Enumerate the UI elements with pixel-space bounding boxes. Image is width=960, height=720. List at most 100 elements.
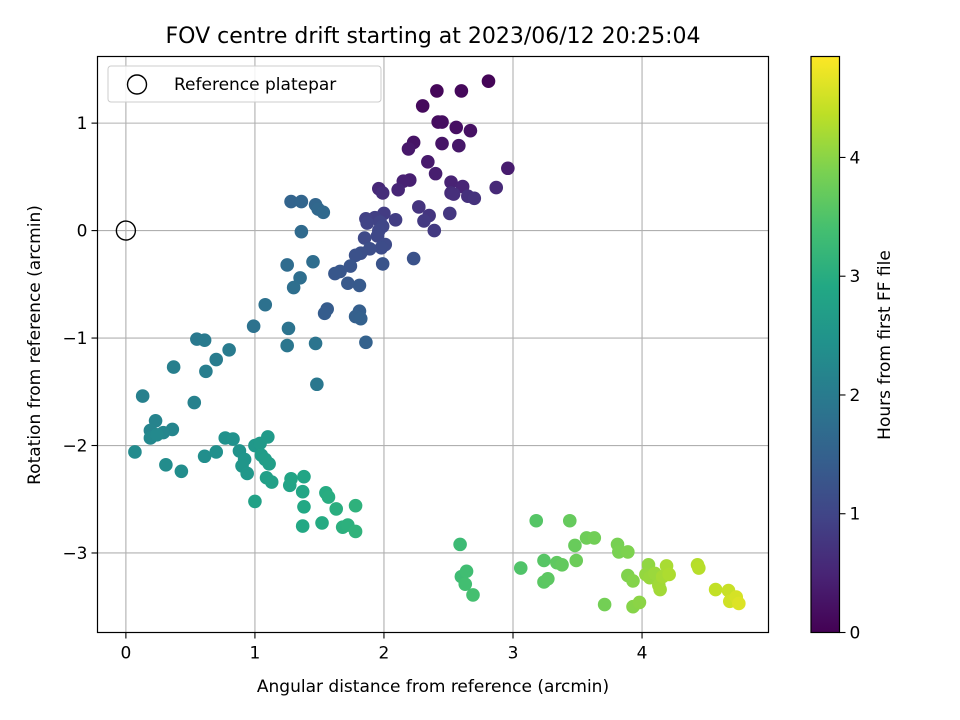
data-point xyxy=(261,430,275,444)
data-point xyxy=(222,343,236,357)
colorbar-ticks: 0 1 2 3 4 xyxy=(839,148,861,644)
data-point xyxy=(632,595,647,610)
data-point xyxy=(467,191,482,206)
data-point xyxy=(435,136,449,151)
data-point xyxy=(375,186,390,200)
data-point xyxy=(621,545,635,559)
data-point xyxy=(209,445,224,459)
data-point xyxy=(262,456,276,471)
data-point xyxy=(360,216,374,230)
data-point xyxy=(427,223,442,238)
data-point xyxy=(348,498,363,513)
data-point xyxy=(284,194,298,209)
data-point xyxy=(453,537,467,552)
data-point xyxy=(315,516,329,530)
data-point xyxy=(295,484,310,499)
data-point xyxy=(374,240,389,255)
data-point xyxy=(417,214,431,228)
x-tick-label: 1 xyxy=(250,644,261,664)
data-point xyxy=(353,311,368,326)
colorbar-label: Hours from first FF file xyxy=(875,250,895,440)
data-point xyxy=(489,180,504,195)
data-point xyxy=(286,280,301,295)
x-axis-ticks: 0 1 2 3 4 xyxy=(120,632,648,664)
data-point xyxy=(391,182,405,197)
data-point xyxy=(597,597,612,612)
data-point xyxy=(401,142,416,156)
data-point xyxy=(321,490,336,504)
data-point xyxy=(306,254,320,269)
data-point xyxy=(226,432,240,446)
data-point xyxy=(653,582,667,597)
data-point xyxy=(284,472,298,486)
data-point xyxy=(412,200,426,214)
data-point xyxy=(415,99,430,113)
colorbar-gradient xyxy=(810,55,841,634)
data-point xyxy=(281,321,296,336)
data-point xyxy=(310,377,324,392)
data-point xyxy=(375,257,390,271)
data-point xyxy=(442,206,457,221)
x-tick-label: 2 xyxy=(379,644,390,664)
data-point xyxy=(166,360,181,374)
y-tick-label: −1 xyxy=(62,329,87,349)
data-point xyxy=(435,115,449,129)
data-point xyxy=(308,336,323,351)
data-point xyxy=(569,553,584,568)
x-tick-label: 3 xyxy=(508,644,519,664)
data-point xyxy=(541,571,555,586)
data-point xyxy=(316,205,331,220)
data-point xyxy=(357,231,372,245)
data-point xyxy=(197,333,212,348)
data-point xyxy=(421,155,435,169)
x-tick-label: 4 xyxy=(637,644,648,664)
y-axis-label: Rotation from reference (arcmin) xyxy=(25,205,45,485)
colorbar-tick-label: 2 xyxy=(850,386,861,406)
colorbar-tick-label: 1 xyxy=(850,505,861,525)
data-point xyxy=(430,84,444,98)
y-axis-ticks: −3 −2 −1 0 1 xyxy=(62,114,98,564)
data-point xyxy=(197,449,212,464)
data-point xyxy=(459,564,474,579)
data-point xyxy=(128,445,142,459)
data-point xyxy=(692,561,706,575)
data-point xyxy=(187,395,202,410)
data-point xyxy=(449,120,464,135)
data-point xyxy=(297,499,311,514)
data-point xyxy=(466,588,480,602)
data-point xyxy=(294,224,309,239)
data-point xyxy=(562,513,577,528)
data-point xyxy=(513,561,528,575)
data-point xyxy=(295,519,310,533)
data-point xyxy=(348,524,363,539)
data-point xyxy=(444,175,458,190)
data-point xyxy=(209,352,224,367)
data-point xyxy=(135,389,150,403)
chart-title: FOV centre drift starting at 2023/06/12 … xyxy=(166,24,701,49)
data-point xyxy=(463,123,478,138)
colorbar-tick-label: 0 xyxy=(850,624,861,644)
data-point xyxy=(199,364,213,379)
data-point xyxy=(708,582,723,597)
data-point xyxy=(248,494,262,509)
data-point xyxy=(501,161,515,176)
legend-box xyxy=(107,65,382,103)
data-point xyxy=(446,187,461,201)
data-point xyxy=(529,513,544,528)
data-point xyxy=(352,278,367,293)
legend-entry-reference: Reference platepar xyxy=(174,75,336,95)
data-point xyxy=(537,553,551,568)
data-point xyxy=(348,248,363,263)
data-point xyxy=(626,574,640,588)
data-point xyxy=(454,84,469,98)
data-point xyxy=(587,531,602,545)
plot-frame xyxy=(96,55,770,634)
colorbar-tick-label: 4 xyxy=(850,148,861,168)
data-point xyxy=(246,319,261,334)
data-point xyxy=(329,502,344,516)
reference-platepar-marker xyxy=(115,220,137,241)
data-point xyxy=(317,306,332,321)
data-point xyxy=(388,213,403,227)
